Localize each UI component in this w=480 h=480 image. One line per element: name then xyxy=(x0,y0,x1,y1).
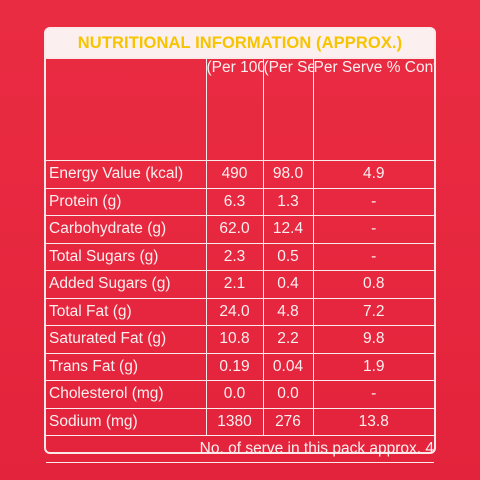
rda-cell: 1.9 xyxy=(312,352,434,381)
table-row: Total Sugars (g) 2.3 0.5- xyxy=(46,242,434,271)
per-serve-cell: 12.4 xyxy=(262,215,314,244)
table-row: Total Fat (g) 24.0 4.8 7.2 xyxy=(46,297,434,326)
per-serve-cell: 1.3 xyxy=(262,187,314,216)
per-serve-cell: 4.8 xyxy=(262,297,314,326)
header-row: (Per 100 g) (Per Serve, 20 g) Per Serve … xyxy=(46,59,434,161)
table-row: Added Sugars (g) 2.1 0.4 0.8 xyxy=(46,270,434,299)
per-100g-cell: 62.0 xyxy=(205,215,264,244)
panel-title: NUTRITIONAL INFORMATION (APPROX.) xyxy=(77,33,403,52)
servings-note: No. of serve in this pack approx. 4 xyxy=(46,435,434,463)
per-100g-cell: 2.3 xyxy=(205,242,264,271)
rda-cell: 9.8 xyxy=(312,325,434,354)
per-100g-cell: 0.19 xyxy=(205,352,264,381)
table-row: Energy Value (kcal) 490 98.0 4.9 xyxy=(46,160,434,189)
header-nutrient xyxy=(46,59,207,161)
footer-row: No. of serve in this pack approx. 4 xyxy=(46,435,434,463)
per-serve-cell: 2.2 xyxy=(262,325,314,354)
table-row: Cholesterol (mg) 0.0 0.0- xyxy=(46,380,434,409)
table-row: Carbohydrate (g) 62.0 12.4- xyxy=(46,215,434,244)
rda-cell: - xyxy=(312,242,434,271)
nutrition-panel: NUTRITIONAL INFORMATION (APPROX.) (Per 1… xyxy=(44,27,436,463)
nutrient-cell: Total Sugars (g) xyxy=(46,242,207,271)
rda-cell: 0.8 xyxy=(312,270,434,299)
nutrient-cell: Trans Fat (g) xyxy=(46,352,207,381)
nutrient-cell: Cholesterol (mg) xyxy=(46,380,207,409)
nutrient-cell: Added Sugars (g) xyxy=(46,270,207,299)
per-100g-cell: 1380 xyxy=(205,407,264,436)
header-per-100g: (Per 100 g) xyxy=(205,59,264,161)
per-serve-cell: 0.4 xyxy=(262,270,314,299)
nutrient-cell: Energy Value (kcal) xyxy=(46,160,207,189)
table-row: Sodium (mg) 1380 276 13.8 xyxy=(46,407,434,436)
title-bar: NUTRITIONAL INFORMATION (APPROX.) xyxy=(46,29,434,59)
nutrient-cell: Total Fat (g) xyxy=(46,297,207,326)
nutrient-cell: Carbohydrate (g) xyxy=(46,215,207,244)
nutrient-cell: Protein (g) xyxy=(46,187,207,216)
per-serve-cell: 0.0 xyxy=(262,380,314,409)
table-row: Protein (g) 6.3 1.3- xyxy=(46,187,434,216)
rda-cell: - xyxy=(312,380,434,409)
per-100g-cell: 10.8 xyxy=(205,325,264,354)
nutrition-table: (Per 100 g) (Per Serve, 20 g) Per Serve … xyxy=(46,59,434,463)
per-serve-cell: 276 xyxy=(262,407,314,436)
per-100g-cell: 490 xyxy=(205,160,264,189)
rda-cell: - xyxy=(312,215,434,244)
nutrition-table-body: (Per 100 g) (Per Serve, 20 g) Per Serve … xyxy=(46,59,434,463)
rda-cell: 4.9 xyxy=(312,160,434,189)
per-100g-cell: 24.0 xyxy=(205,297,264,326)
table-row: Saturated Fat (g) 10.8 2.2 9.8 xyxy=(46,325,434,354)
nutrient-cell: Sodium (mg) xyxy=(46,407,207,436)
per-serve-cell: 0.5 xyxy=(262,242,314,271)
per-100g-cell: 2.1 xyxy=(205,270,264,299)
rda-cell: 13.8 xyxy=(312,407,434,436)
header-rda: Per Serve % Contribution to RDA xyxy=(312,59,434,161)
per-100g-cell: 6.3 xyxy=(205,187,264,216)
header-per-serve: (Per Serve, 20 g) xyxy=(262,59,314,161)
rda-cell: 7.2 xyxy=(312,297,434,326)
nutrient-cell: Saturated Fat (g) xyxy=(46,325,207,354)
per-100g-cell: 0.0 xyxy=(205,380,264,409)
per-serve-cell: 98.0 xyxy=(262,160,314,189)
rda-cell: - xyxy=(312,187,434,216)
per-serve-cell: 0.04 xyxy=(262,352,314,381)
table-row: Trans Fat (g) 0.19 0.04 1.9 xyxy=(46,352,434,381)
